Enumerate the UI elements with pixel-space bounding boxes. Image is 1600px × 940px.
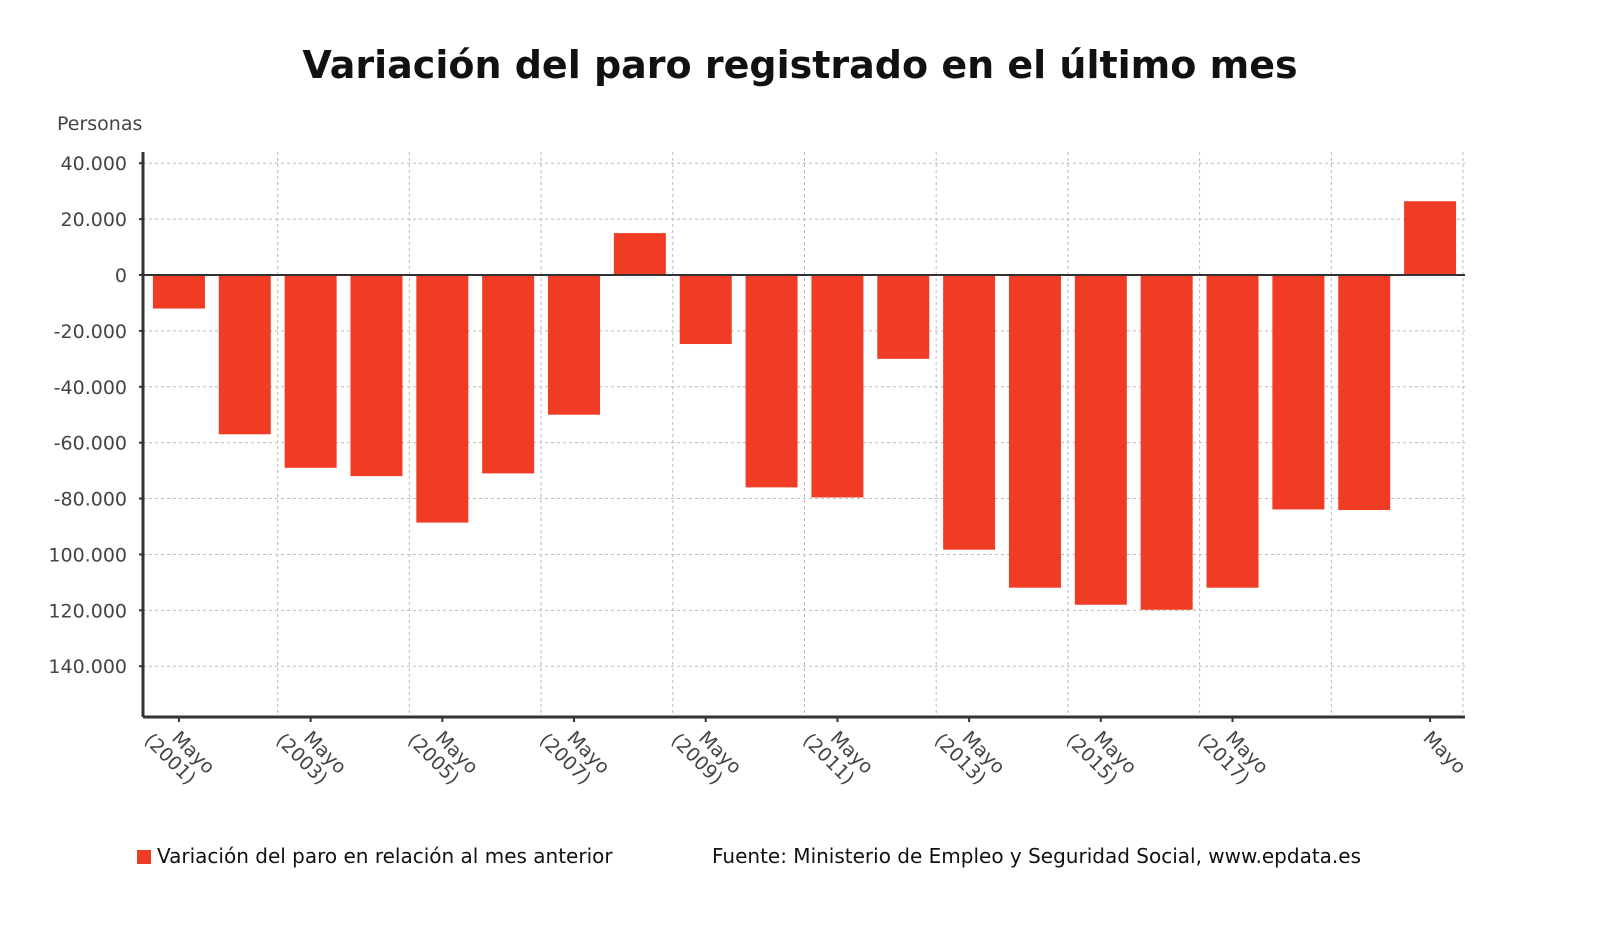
bar [548, 275, 601, 415]
bar [1272, 275, 1325, 510]
y-tick-label: 120.000 [48, 600, 127, 622]
bars [152, 201, 1457, 610]
bar [1140, 275, 1193, 610]
bar [1404, 201, 1457, 275]
x-tick-label: Mayo(2011) [798, 714, 877, 793]
legend-swatch [137, 850, 151, 864]
bar [1338, 275, 1391, 511]
source-note: Fuente: Ministerio de Empleo y Seguridad… [712, 844, 1361, 868]
y-tick-label: 140.000 [48, 656, 127, 678]
y-tick-label: -60.000 [54, 433, 127, 455]
x-tick-label: Mayo(2015) [1062, 714, 1141, 793]
x-tick-labels: Mayo(2001) Mayo(2003) Mayo(2005) Mayo(2007)… [140, 714, 1471, 793]
y-tick-labels: 40.000 20.000 0 -20.000 -40.000 -60.000 -80.00… [48, 153, 127, 678]
bar [613, 233, 666, 275]
y-tick-label: 40.000 [61, 153, 127, 175]
x-tick-label: Mayo(2007) [535, 714, 614, 793]
y-tick-label: -20.000 [54, 321, 127, 343]
x-tick-label: Mayo(2009) [667, 714, 746, 793]
bar [1008, 275, 1061, 588]
y-tick-label: 20.000 [61, 209, 127, 231]
chart-title: Variación del paro registrado en el últi… [302, 43, 1297, 87]
bar [943, 275, 996, 550]
y-tick-label: -40.000 [54, 377, 127, 399]
bar [350, 275, 403, 477]
bar [152, 275, 205, 309]
bar [416, 275, 469, 523]
y-tick-label: 0 [115, 265, 127, 287]
x-tick-label: Mayo(2013) [930, 714, 1009, 793]
bar [679, 275, 732, 345]
legend-label: Variación del paro en relación al mes an… [157, 844, 613, 868]
bar [1206, 275, 1259, 588]
x-tick-label: Mayo(2017) [1193, 714, 1272, 793]
gridlines [143, 152, 1465, 717]
x-tick-label: Mayo(2003) [272, 714, 351, 793]
y-tick-label: 100.000 [48, 544, 127, 566]
y-tick-label: -80.000 [54, 489, 127, 511]
bar [811, 275, 864, 498]
y-axis-label: Personas [57, 113, 142, 135]
bar [482, 275, 535, 474]
x-tick-label: Mayo(2001) [140, 714, 219, 793]
bar [284, 275, 337, 468]
x-tick-label: Mayo(2005) [403, 714, 482, 793]
bar [745, 275, 798, 488]
x-tick-label: Mayo [1419, 727, 1471, 779]
axes [139, 152, 1465, 722]
bar [1074, 275, 1127, 605]
bar [877, 275, 930, 359]
bar [218, 275, 271, 435]
